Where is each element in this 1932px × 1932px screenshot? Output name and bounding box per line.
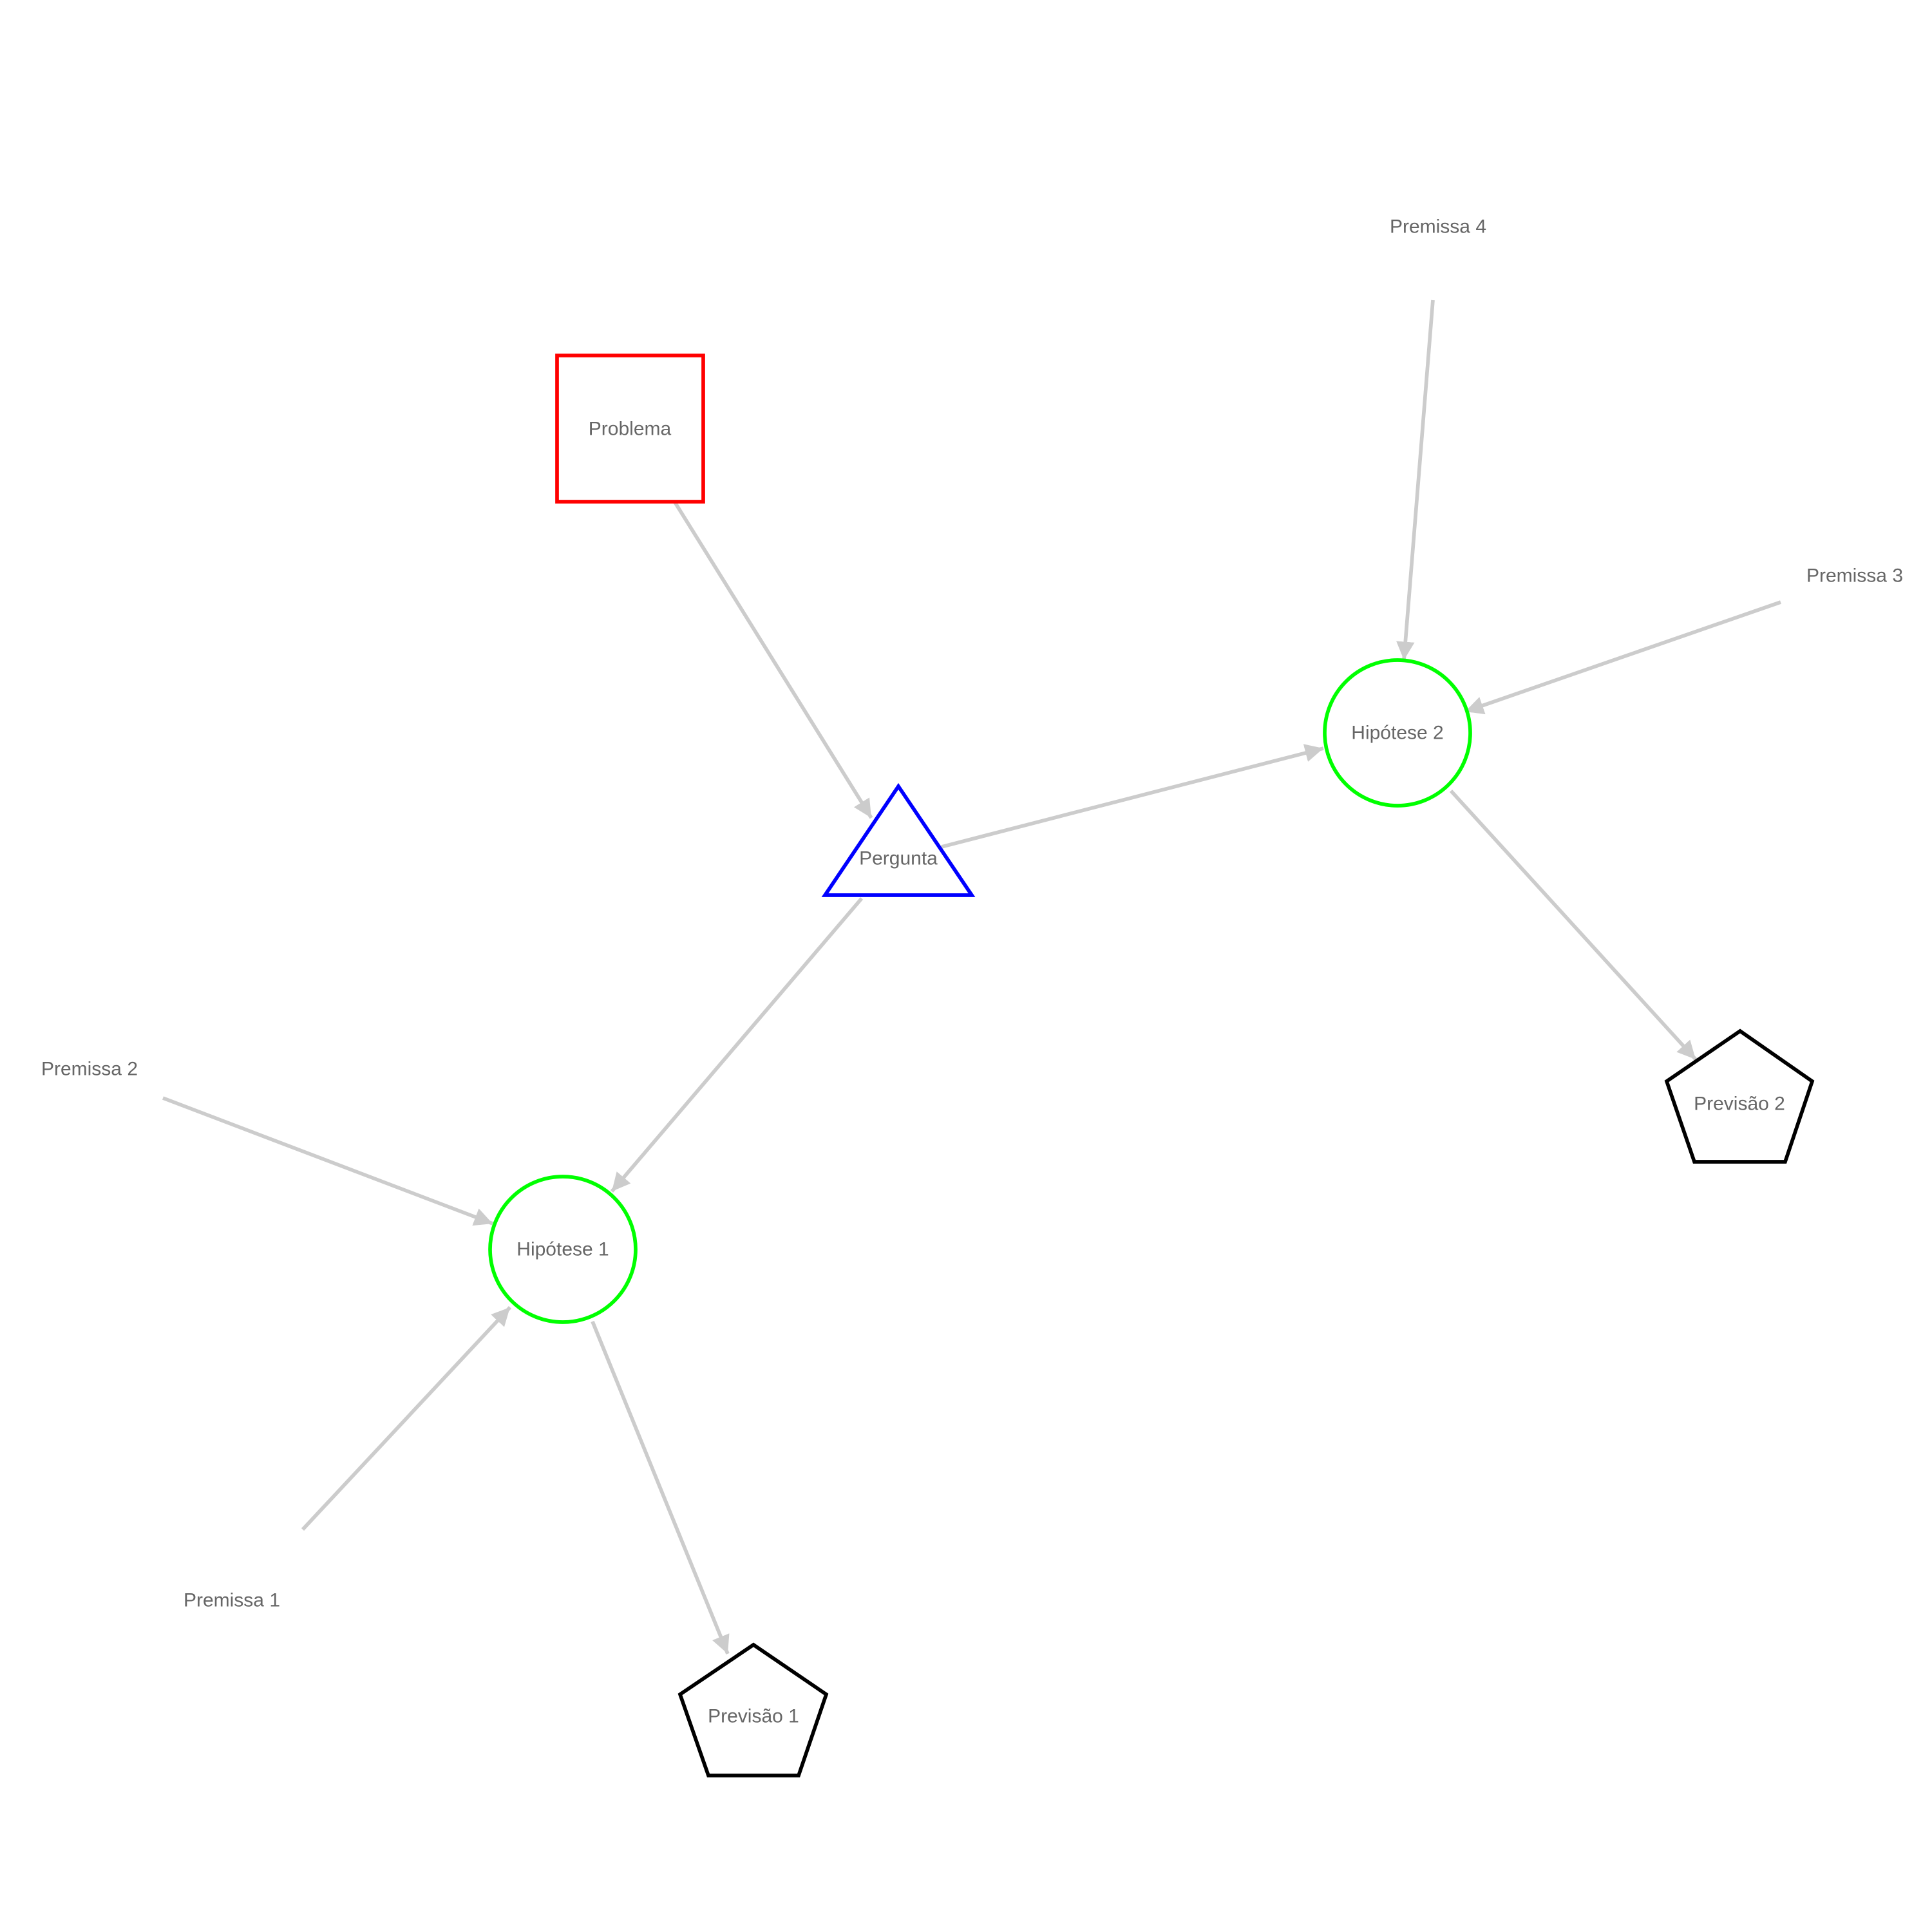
edge-premissa4-hipotese2 xyxy=(1396,299,1435,661)
edge-pergunta-hipotese1 xyxy=(610,897,864,1193)
node-label-previsao1: Previsão 1 xyxy=(708,1706,799,1727)
edge-premissa2-hipotese1 xyxy=(162,1096,494,1226)
node-label-previsao2: Previsão 2 xyxy=(1694,1094,1785,1115)
edge-premissa1-hipotese1 xyxy=(301,1306,512,1531)
node-label-pergunta: Pergunta xyxy=(859,848,938,869)
edge-premissa3-hipotese2 xyxy=(1464,600,1781,715)
edge-problema-pergunta xyxy=(673,501,873,819)
node-previsao1[interactable]: Previsão 1 xyxy=(677,1642,829,1777)
edges xyxy=(162,299,1781,1655)
node-label-premissa3: Premissa 3 xyxy=(1806,565,1903,587)
node-premissa2[interactable]: Premissa 2 xyxy=(41,1059,138,1080)
node-label-problema: Problema xyxy=(589,419,672,440)
edge-pergunta-hipotese2 xyxy=(941,744,1324,849)
node-label-premissa4: Premissa 4 xyxy=(1390,216,1486,238)
node-label-premissa2: Premissa 2 xyxy=(41,1059,138,1080)
node-premissa4[interactable]: Premissa 4 xyxy=(1390,216,1486,238)
node-label-hipotese2: Hipótese 2 xyxy=(1351,723,1443,744)
node-pergunta[interactable]: Pergunta xyxy=(821,782,976,897)
edge-hipotese1-previsao1 xyxy=(591,1320,730,1655)
node-premissa1[interactable]: Premissa 1 xyxy=(184,1590,280,1611)
circle-shape xyxy=(488,1175,638,1324)
pentagon-shape xyxy=(1664,1028,1815,1164)
square-shape xyxy=(555,354,705,504)
node-hipotese2[interactable]: Hipótese 2 xyxy=(1323,658,1472,808)
edge-hipotese2-previsao2 xyxy=(1449,790,1698,1061)
pentagon-shape xyxy=(677,1642,829,1777)
node-previsao2[interactable]: Previsão 2 xyxy=(1664,1028,1815,1164)
node-problema[interactable]: Problema xyxy=(555,354,705,504)
node-hipotese1[interactable]: Hipótese 1 xyxy=(488,1175,638,1324)
node-label-hipotese1: Hipótese 1 xyxy=(516,1239,609,1260)
node-label-premissa1: Premissa 1 xyxy=(184,1590,280,1611)
node-premissa3[interactable]: Premissa 3 xyxy=(1806,565,1903,587)
circle-shape xyxy=(1323,658,1472,808)
triangle-shape xyxy=(821,782,976,897)
